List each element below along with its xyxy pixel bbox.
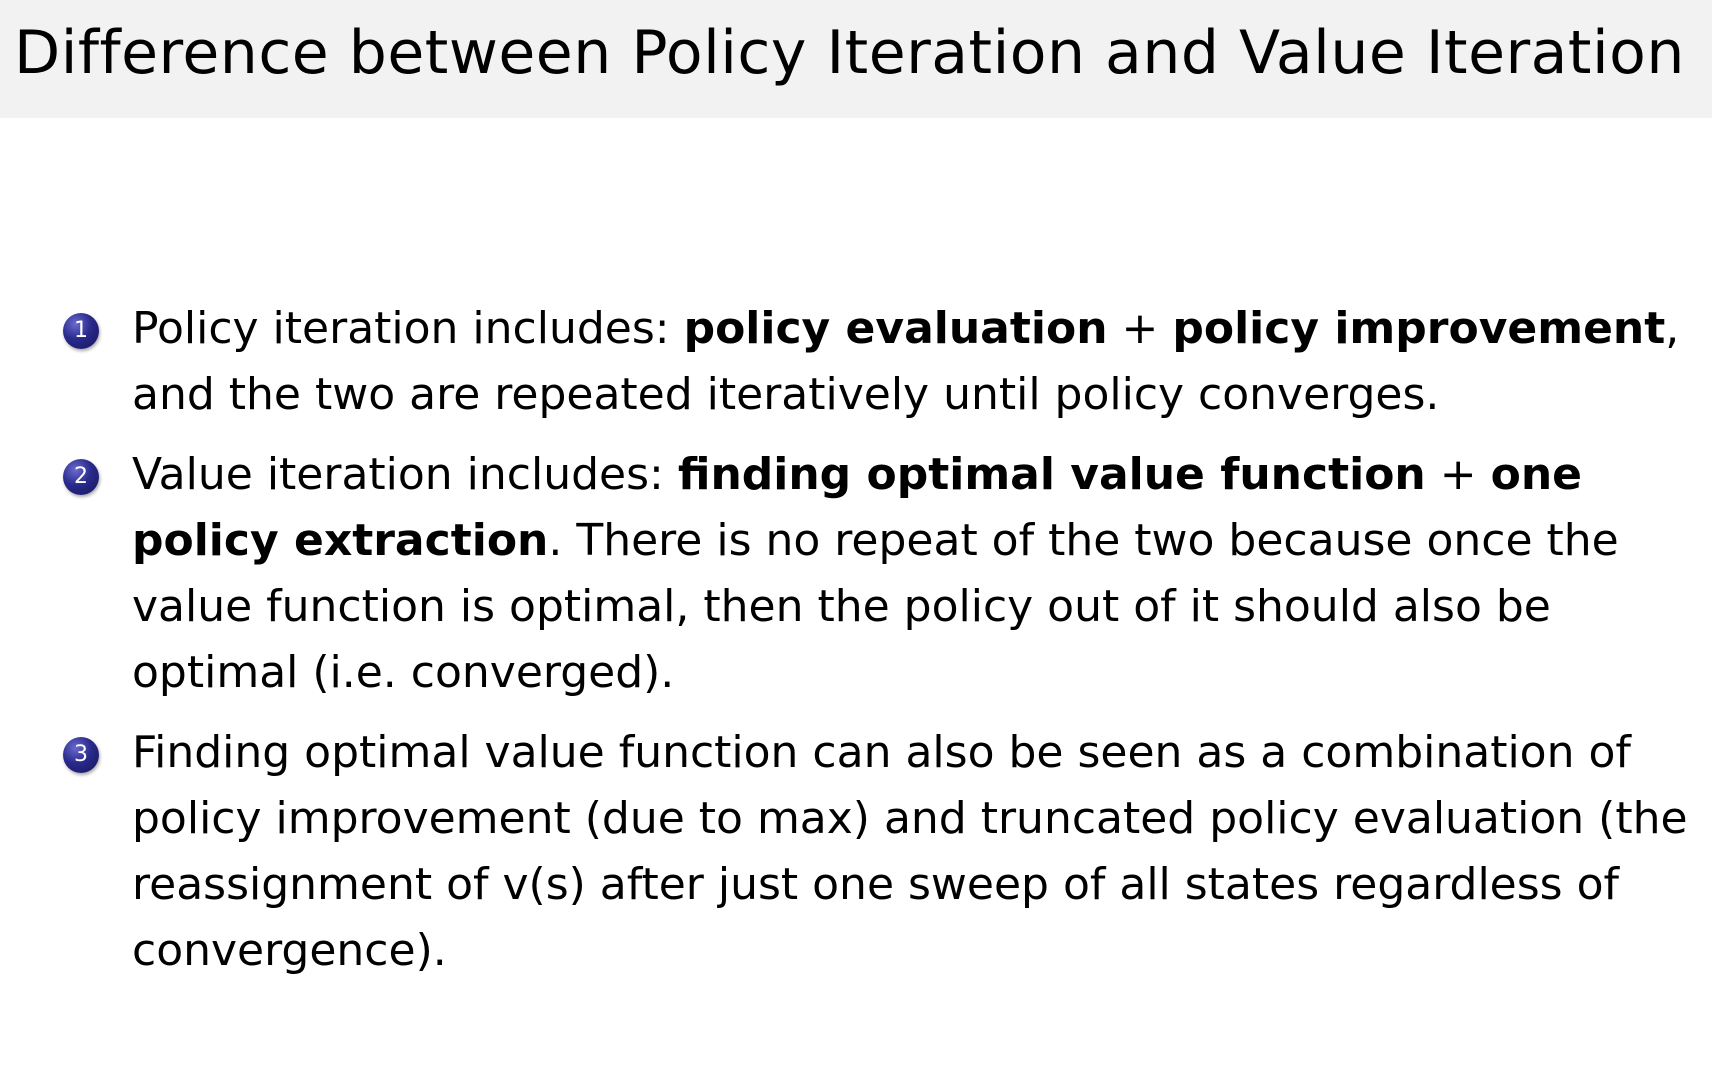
- bold-text: finding optimal value function: [677, 449, 1426, 500]
- bold-text: policy improvement: [1172, 303, 1666, 354]
- numbered-ball-icon: 2: [63, 459, 99, 495]
- bold-text: policy evaluation: [683, 303, 1108, 354]
- slide-title: Difference between Policy Iteration and …: [14, 18, 1685, 88]
- text: +: [1425, 449, 1491, 500]
- text: Value iteration includes:: [132, 449, 678, 500]
- text: Finding optimal value function can also …: [132, 727, 1688, 976]
- text: +: [1107, 303, 1173, 354]
- numbered-ball-icon: 1: [63, 313, 99, 349]
- list-item: 3 Finding optimal value function can also…: [0, 720, 1712, 984]
- slide-header: Difference between Policy Iteration and …: [0, 0, 1712, 118]
- numbered-ball-icon: 3: [63, 737, 99, 773]
- list-item: 2 Value iteration includes: finding optim…: [0, 442, 1712, 706]
- text: , and the two are repeated iteratively u…: [132, 303, 1680, 420]
- enumerated-list: 1 Policy iteration includes: policy evalu…: [0, 296, 1712, 998]
- text: Policy iteration includes:: [132, 303, 684, 354]
- text: . There is no repeat of the two because …: [132, 515, 1619, 698]
- bold-text: one policy extraction: [132, 449, 1583, 566]
- list-item: 1 Policy iteration includes: policy evalu…: [0, 296, 1712, 428]
